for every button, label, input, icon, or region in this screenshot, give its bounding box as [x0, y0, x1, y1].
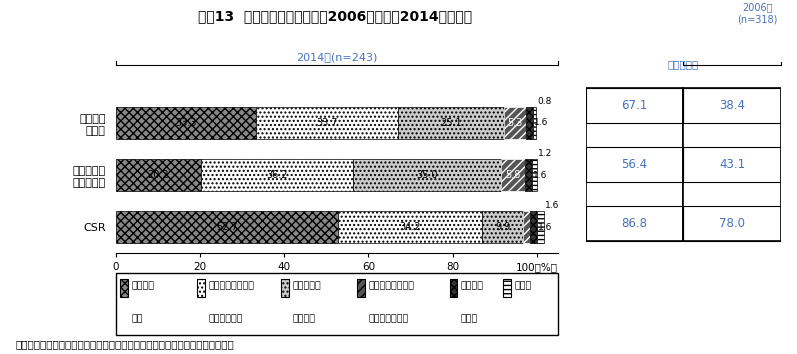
Bar: [353, 159, 501, 191]
Text: 重視（注）: 重視（注）: [668, 59, 699, 69]
Text: 1.6: 1.6: [532, 171, 547, 179]
Text: どちらかといえば: どちらかといえば: [368, 282, 414, 291]
Bar: [201, 159, 353, 191]
Text: 1.2: 1.2: [538, 149, 552, 158]
Text: 56.4: 56.4: [622, 158, 648, 171]
Text: 9.9: 9.9: [495, 222, 510, 232]
Bar: [683, 147, 781, 182]
Text: 注：「重視」は「重視している」と「どちらかといえば重視している」の合計: 注：「重視」は「重視している」と「どちらかといえば重視している」の合計: [16, 339, 234, 349]
Bar: [683, 88, 781, 241]
Bar: [120, 279, 128, 297]
Text: 78.0: 78.0: [719, 217, 745, 230]
Bar: [537, 211, 544, 243]
Bar: [481, 211, 524, 243]
Text: 5.3: 5.3: [507, 118, 522, 128]
Text: どちらとも: どちらとも: [293, 282, 322, 291]
Text: 20.2: 20.2: [147, 170, 169, 180]
Text: 2006年
(n=318): 2006年 (n=318): [737, 2, 778, 25]
Bar: [586, 88, 683, 123]
Text: いる: いる: [132, 315, 143, 324]
Text: 1.6: 1.6: [533, 119, 548, 127]
Bar: [503, 279, 511, 297]
Text: どちらかといえば: どちらかといえば: [209, 282, 255, 291]
Bar: [116, 211, 338, 243]
Bar: [256, 107, 398, 138]
Bar: [530, 211, 537, 243]
Text: 重視している: 重視している: [209, 315, 243, 324]
Text: いえない: いえない: [293, 315, 316, 324]
Text: 1.6: 1.6: [538, 223, 552, 232]
Text: 34.2: 34.2: [398, 222, 420, 232]
Text: 38.4: 38.4: [719, 99, 745, 112]
Bar: [116, 159, 201, 191]
Text: 重視して: 重視して: [461, 282, 484, 291]
Text: 86.8: 86.8: [622, 217, 648, 230]
Bar: [198, 279, 206, 297]
Bar: [526, 107, 532, 138]
Bar: [586, 147, 683, 182]
Bar: [504, 107, 526, 138]
Text: 36.2: 36.2: [266, 170, 288, 180]
Bar: [116, 107, 256, 138]
Text: 67.1: 67.1: [622, 99, 648, 112]
Bar: [338, 211, 481, 243]
Bar: [281, 279, 289, 297]
Bar: [586, 88, 683, 241]
Bar: [398, 107, 504, 138]
Text: 33.7: 33.7: [316, 118, 338, 128]
Bar: [532, 107, 536, 138]
Bar: [450, 279, 457, 297]
Bar: [586, 206, 683, 241]
Text: 52.7: 52.7: [216, 222, 238, 232]
Text: 0.8: 0.8: [537, 97, 552, 106]
Bar: [356, 279, 364, 297]
Text: 25.1: 25.1: [440, 118, 461, 128]
Bar: [525, 159, 532, 191]
Text: 無回答: 無回答: [514, 282, 532, 291]
Text: 5.8: 5.8: [505, 170, 520, 180]
Text: いない: いない: [461, 315, 478, 324]
Bar: [683, 206, 781, 241]
Text: 33.3: 33.3: [175, 118, 196, 128]
Text: 35.0: 35.0: [416, 170, 438, 180]
Text: 43.1: 43.1: [719, 158, 745, 171]
Text: 重視して: 重視して: [132, 282, 155, 291]
Text: 重視していない: 重視していない: [368, 315, 408, 324]
Bar: [501, 159, 525, 191]
Bar: [532, 159, 537, 191]
Bar: [524, 211, 530, 243]
Bar: [683, 88, 781, 123]
Text: 図表13  重視している考え方【2006年調査、2014年調査】: 図表13 重視している考え方【2006年調査、2014年調査】: [198, 9, 472, 23]
Text: 2014年(n=243): 2014年(n=243): [296, 52, 378, 62]
Text: 1.6: 1.6: [545, 201, 559, 210]
